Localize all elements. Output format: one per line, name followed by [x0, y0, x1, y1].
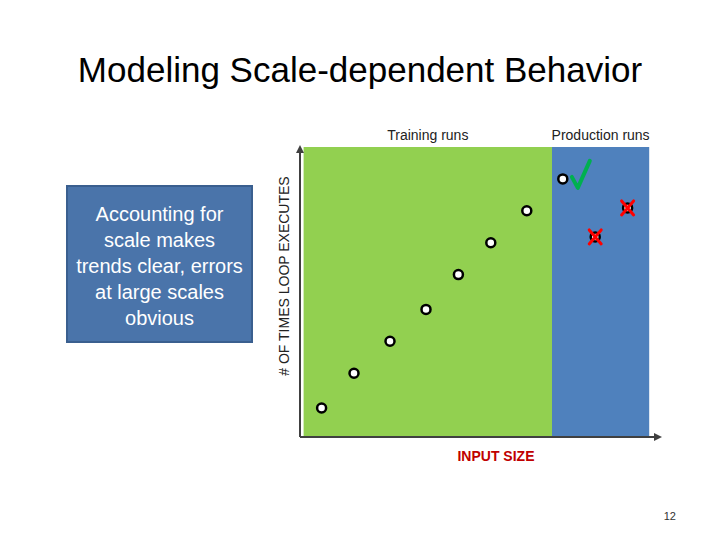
- x-axis: [300, 436, 660, 438]
- region-label: Production runs: [552, 127, 650, 143]
- point-circle: [386, 337, 395, 346]
- x-axis-label: INPUT SIZE: [457, 448, 534, 464]
- region-label: Training runs: [387, 127, 468, 143]
- point-circle: [486, 238, 495, 247]
- title: Modeling Scale-dependent Behavior: [78, 50, 643, 89]
- region: [552, 147, 649, 437]
- regions: [304, 147, 650, 437]
- point: [486, 238, 495, 247]
- point-circle: [558, 174, 567, 183]
- point-circle: [522, 206, 531, 215]
- point: [386, 337, 395, 346]
- point: [558, 161, 590, 188]
- point-circle: [422, 305, 431, 314]
- callout: Accounting for scale makes trends clear,…: [66, 185, 253, 343]
- y-axis-label: # OF TIMES LOOP EXECUTES: [276, 176, 292, 375]
- point: [317, 404, 326, 413]
- check-mark: [572, 161, 590, 188]
- point: [522, 206, 531, 215]
- cross-mark: [589, 230, 601, 244]
- point-circle: [317, 404, 326, 413]
- point-circle: [454, 270, 463, 279]
- point-circle: [350, 369, 359, 378]
- slide: Modeling Scale-dependent Behavior Trainin…: [0, 0, 720, 540]
- point: [422, 305, 431, 314]
- cross-mark: [622, 201, 634, 215]
- points: [317, 161, 633, 413]
- page-number: 12: [664, 510, 676, 522]
- region: [304, 147, 552, 437]
- point: [350, 369, 359, 378]
- y-axis: [299, 147, 301, 437]
- point: [622, 201, 634, 215]
- point: [454, 270, 463, 279]
- point: [589, 230, 601, 244]
